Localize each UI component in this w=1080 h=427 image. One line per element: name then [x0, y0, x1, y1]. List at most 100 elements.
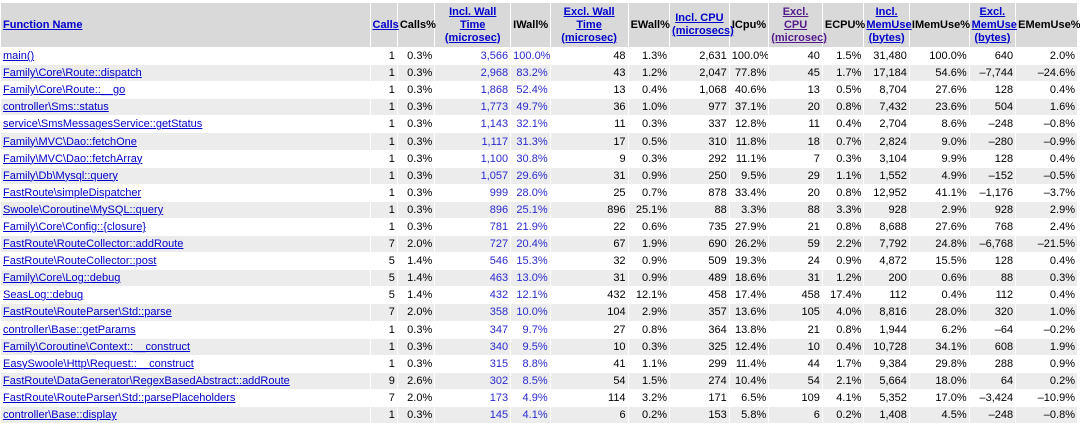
- sort-link[interactable]: Calls: [372, 18, 399, 31]
- metric-cell: 43: [550, 65, 628, 82]
- metric-cell: –21.5%: [1016, 236, 1077, 253]
- metric-cell: 88: [769, 201, 822, 218]
- sort-link[interactable]: Function Name: [3, 18, 83, 31]
- function-link[interactable]: Family\Coroutine\Context::__construct: [3, 340, 191, 353]
- metric-cell: 9.5%: [511, 338, 550, 355]
- function-cell: controller\Base::display: [1, 406, 370, 424]
- metric-cell: 11: [808, 118, 820, 131]
- metric-cell: 0.9%: [641, 255, 668, 268]
- function-link[interactable]: controller\Base::getParams: [3, 323, 136, 336]
- sort-link[interactable]: Excl. CPU (microsec): [771, 5, 827, 44]
- metric-cell: 18: [769, 133, 822, 150]
- sort-link[interactable]: Incl. MemUse (bytes): [866, 5, 912, 44]
- function-link[interactable]: FastRoute\RouteCollector::post: [3, 255, 157, 268]
- metric-cell: 727: [435, 236, 511, 253]
- metric-cell: 0.4%: [1049, 152, 1075, 165]
- function-cell: Family\Core\Route::dispatch: [1, 65, 370, 82]
- metric-cell: 1: [388, 220, 395, 233]
- metric-cell: 0.3%: [641, 118, 668, 131]
- metric-cell: 2,047: [670, 65, 729, 82]
- metric-cell: 6.2%: [941, 323, 967, 336]
- metric-cell: 781: [489, 220, 509, 233]
- metric-cell: 463: [435, 270, 511, 287]
- function-link[interactable]: FastRoute\RouteParser\Std::parse: [3, 306, 172, 319]
- metric-cell: 1,057: [435, 167, 511, 184]
- metric-cell: 337: [708, 118, 727, 131]
- metric-cell: 1: [388, 186, 395, 199]
- metric-cell: 364: [708, 323, 727, 336]
- metric-cell: 3.3%: [822, 201, 864, 218]
- metric-cell: 6: [769, 406, 822, 424]
- function-link[interactable]: FastRoute\RouteParser\Std::parsePlacehol…: [3, 391, 236, 404]
- metric-cell: 13: [613, 84, 626, 97]
- function-row: Family\MVC\Dao::fetchArray 1 0.3% 1,100 30.8…: [1, 151, 1077, 167]
- metric-cell: 31: [550, 270, 628, 287]
- sort-link[interactable]: Incl. CPU (microsecs): [672, 12, 734, 37]
- metric-cell: 640: [994, 50, 1014, 63]
- function-link[interactable]: main(): [3, 50, 35, 63]
- sort-link[interactable]: Excl. Wall Time (microsec): [561, 5, 617, 44]
- metric-cell: 4.1%: [836, 391, 862, 404]
- metric-cell: 1.5%: [836, 50, 862, 63]
- function-link[interactable]: Family\MVC\Dao::fetchArray: [3, 152, 143, 165]
- function-link[interactable]: controller\Sms::status: [3, 101, 109, 114]
- function-link[interactable]: Family\Core\Log::debug: [3, 272, 121, 285]
- function-cell: FastRoute\RouteCollector::addRoute: [1, 236, 370, 253]
- sort-link[interactable]: Incl. Wall Time (microsec): [444, 5, 501, 44]
- function-row: Family\Core\Route::__go 1 0.3% 1,868 52.4% 13…: [1, 82, 1077, 98]
- metric-cell: 0.2%: [1016, 372, 1077, 389]
- function-link[interactable]: service\SmsMessagesService::getStatus: [3, 118, 203, 131]
- function-link[interactable]: Swoole\Coroutine\MySQL::query: [3, 203, 164, 216]
- metric-cell: 12.8%: [735, 118, 767, 131]
- metric-cell: 299: [708, 357, 727, 370]
- function-link[interactable]: Family\Core\Route::dispatch: [3, 67, 142, 80]
- metric-cell: 145: [435, 406, 511, 424]
- function-link[interactable]: FastRoute\RouteCollector::addRoute: [3, 238, 184, 251]
- metric-cell: 4.9%: [909, 167, 969, 184]
- column-header: Incl. CPU (microsecs): [670, 3, 734, 47]
- metric-cell: 8,704: [879, 84, 907, 97]
- metric-cell: 2.1%: [822, 372, 864, 389]
- function-link[interactable]: Family\Core\Route::__go: [3, 84, 126, 97]
- metric-cell: 1.3%: [641, 50, 668, 63]
- metric-cell: 77.8%: [729, 65, 769, 82]
- function-row: FastRoute\simpleDispatcher 1 0.3% 999 28.0% 2…: [1, 185, 1077, 201]
- metric-cell: 49.7%: [511, 99, 550, 116]
- function-link[interactable]: Family\Core\Config::{closure}: [3, 220, 147, 233]
- metric-cell: 2.9%: [628, 304, 670, 321]
- function-link[interactable]: Family\MVC\Dao::fetchOne: [3, 135, 137, 148]
- metric-cell: 1: [370, 167, 397, 184]
- function-row: controller\Base::getParams 1 0.3% 347 9.7% 27…: [1, 322, 1077, 338]
- metric-cell: 1.2%: [822, 270, 864, 287]
- metric-cell: 200: [864, 270, 909, 287]
- metric-cell: 105: [769, 304, 822, 321]
- metric-cell: 2.0%: [397, 236, 435, 253]
- function-row: controller\Base::display 1 0.3% 145 4.1% 6 0.2…: [1, 406, 1077, 424]
- function-row: SeasLog::debug 5 1.4% 432 12.1% 432 12.1% 458 17…: [1, 287, 1077, 303]
- sort-link[interactable]: Excl. MemUse (bytes): [971, 5, 1017, 44]
- metric-cell: 0.3%: [407, 323, 433, 336]
- metric-cell: 1: [370, 338, 397, 355]
- function-link[interactable]: FastRoute\simpleDispatcher: [3, 186, 142, 199]
- column-header: Incl. Wall Time (microsec): [435, 3, 511, 47]
- metric-cell: 2.4%: [1049, 220, 1075, 233]
- metric-cell: 30.8%: [516, 152, 548, 165]
- function-link[interactable]: Family\Db\Mysql::query: [3, 169, 118, 182]
- metric-cell: 509: [708, 255, 727, 268]
- function-cell: Swoole\Coroutine\MySQL::query: [1, 201, 370, 218]
- metric-cell: 9.0%: [909, 133, 969, 150]
- function-row: FastRoute\RouteParser\Std::parsePlacehol…: [1, 390, 1077, 406]
- function-link[interactable]: SeasLog::debug: [3, 289, 84, 302]
- metric-cell: 29.8%: [935, 357, 967, 370]
- metric-cell: 878: [708, 186, 727, 199]
- function-link[interactable]: FastRoute\DataGenerator\RegexBasedAbstra…: [3, 374, 290, 387]
- metric-cell: 0.8%: [641, 323, 668, 336]
- function-link[interactable]: controller\Base::display: [3, 409, 117, 422]
- function-link[interactable]: EasySwoole\Http\Request::__construct: [3, 357, 194, 370]
- metric-cell: 12,952: [873, 186, 907, 199]
- metric-cell: 88: [969, 270, 1016, 287]
- metric-cell: 2.2%: [822, 236, 864, 253]
- metric-cell: 458: [708, 289, 727, 302]
- metric-cell: 104: [550, 304, 628, 321]
- metric-cell: 1.9%: [1016, 338, 1077, 355]
